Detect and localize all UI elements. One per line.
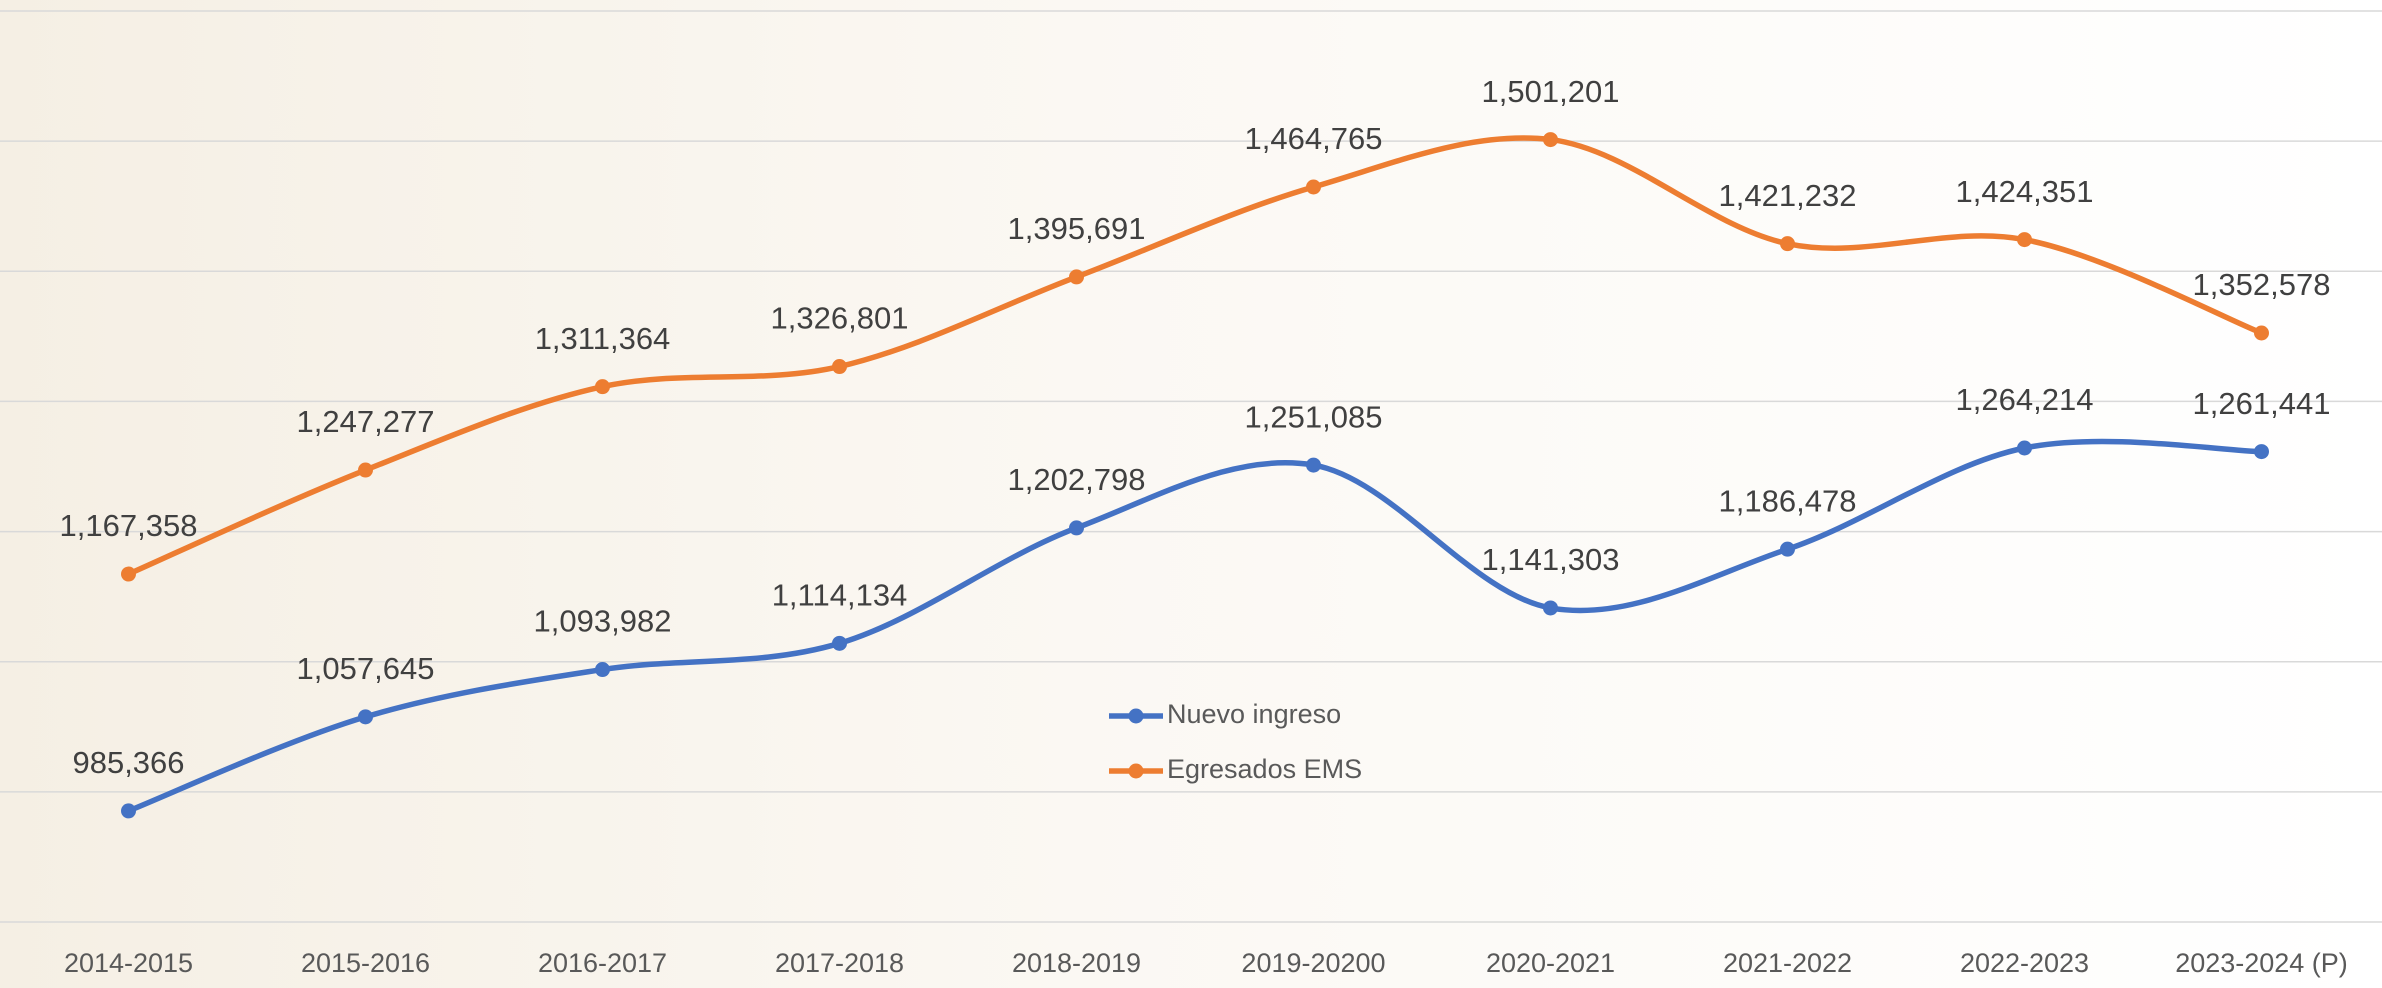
data-label: 1,093,982 xyxy=(534,604,672,639)
data-label: 1,395,691 xyxy=(1008,211,1146,246)
point xyxy=(1543,600,1558,616)
point xyxy=(2017,232,2032,248)
x-tick-label: 2023-2024 (P) xyxy=(2175,948,2348,978)
point xyxy=(832,635,847,651)
legend-label: Nuevo ingreso xyxy=(1167,699,1341,729)
x-tick-label: 2020-2021 xyxy=(1486,948,1615,978)
point xyxy=(1780,236,1795,252)
data-label: 1,186,478 xyxy=(1719,483,1857,518)
legend-label: Egresados EMS xyxy=(1167,754,1362,784)
point xyxy=(1306,179,1321,195)
point xyxy=(595,662,610,678)
data-label: 1,141,303 xyxy=(1482,542,1620,577)
point xyxy=(1543,132,1558,148)
data-label: 1,311,364 xyxy=(535,321,671,356)
x-tick-label: 2014-2015 xyxy=(64,948,193,978)
x-tick-label: 2018-2019 xyxy=(1012,948,1141,978)
point xyxy=(2254,325,2269,341)
legend-marker xyxy=(1128,708,1144,724)
data-label: 1,352,578 xyxy=(2193,267,2331,302)
point xyxy=(2017,440,2032,456)
point xyxy=(1069,269,1084,285)
point xyxy=(1306,457,1321,473)
point xyxy=(358,462,373,478)
x-tick-label: 2022-2023 xyxy=(1960,948,2089,978)
data-label: 1,247,277 xyxy=(297,404,435,439)
point xyxy=(1780,541,1795,557)
point xyxy=(595,379,610,395)
legend-marker xyxy=(1128,763,1144,779)
series-line xyxy=(125,438,2265,814)
x-tick-label: 2019-20200 xyxy=(1241,948,1385,978)
data-label: 985,366 xyxy=(72,745,184,780)
data-label: 1,501,201 xyxy=(1482,74,1620,109)
x-tick-label: 2021-2022 xyxy=(1723,948,1852,978)
point xyxy=(2254,444,2269,460)
data-label: 1,264,214 xyxy=(1956,382,2094,417)
data-label: 1,261,441 xyxy=(2193,386,2331,421)
x-tick-label: 2016-2017 xyxy=(538,948,667,978)
point xyxy=(121,803,136,819)
series-line xyxy=(125,135,2265,577)
point xyxy=(832,359,847,375)
data-label: 1,167,358 xyxy=(60,508,198,543)
point xyxy=(358,709,373,725)
point xyxy=(121,566,136,582)
data-label: 1,424,351 xyxy=(1956,174,2094,209)
data-label: 1,326,801 xyxy=(771,301,909,336)
point xyxy=(1069,520,1084,536)
x-tick-label: 2015-2016 xyxy=(301,948,430,978)
data-label: 1,057,645 xyxy=(297,651,435,686)
data-label: 1,202,798 xyxy=(1008,462,1146,497)
data-label: 1,421,232 xyxy=(1719,178,1857,213)
x-tick-label: 2017-2018 xyxy=(775,948,904,978)
data-label: 1,114,134 xyxy=(772,578,908,613)
data-label: 1,251,085 xyxy=(1245,399,1383,434)
data-label: 1,464,765 xyxy=(1245,121,1383,156)
